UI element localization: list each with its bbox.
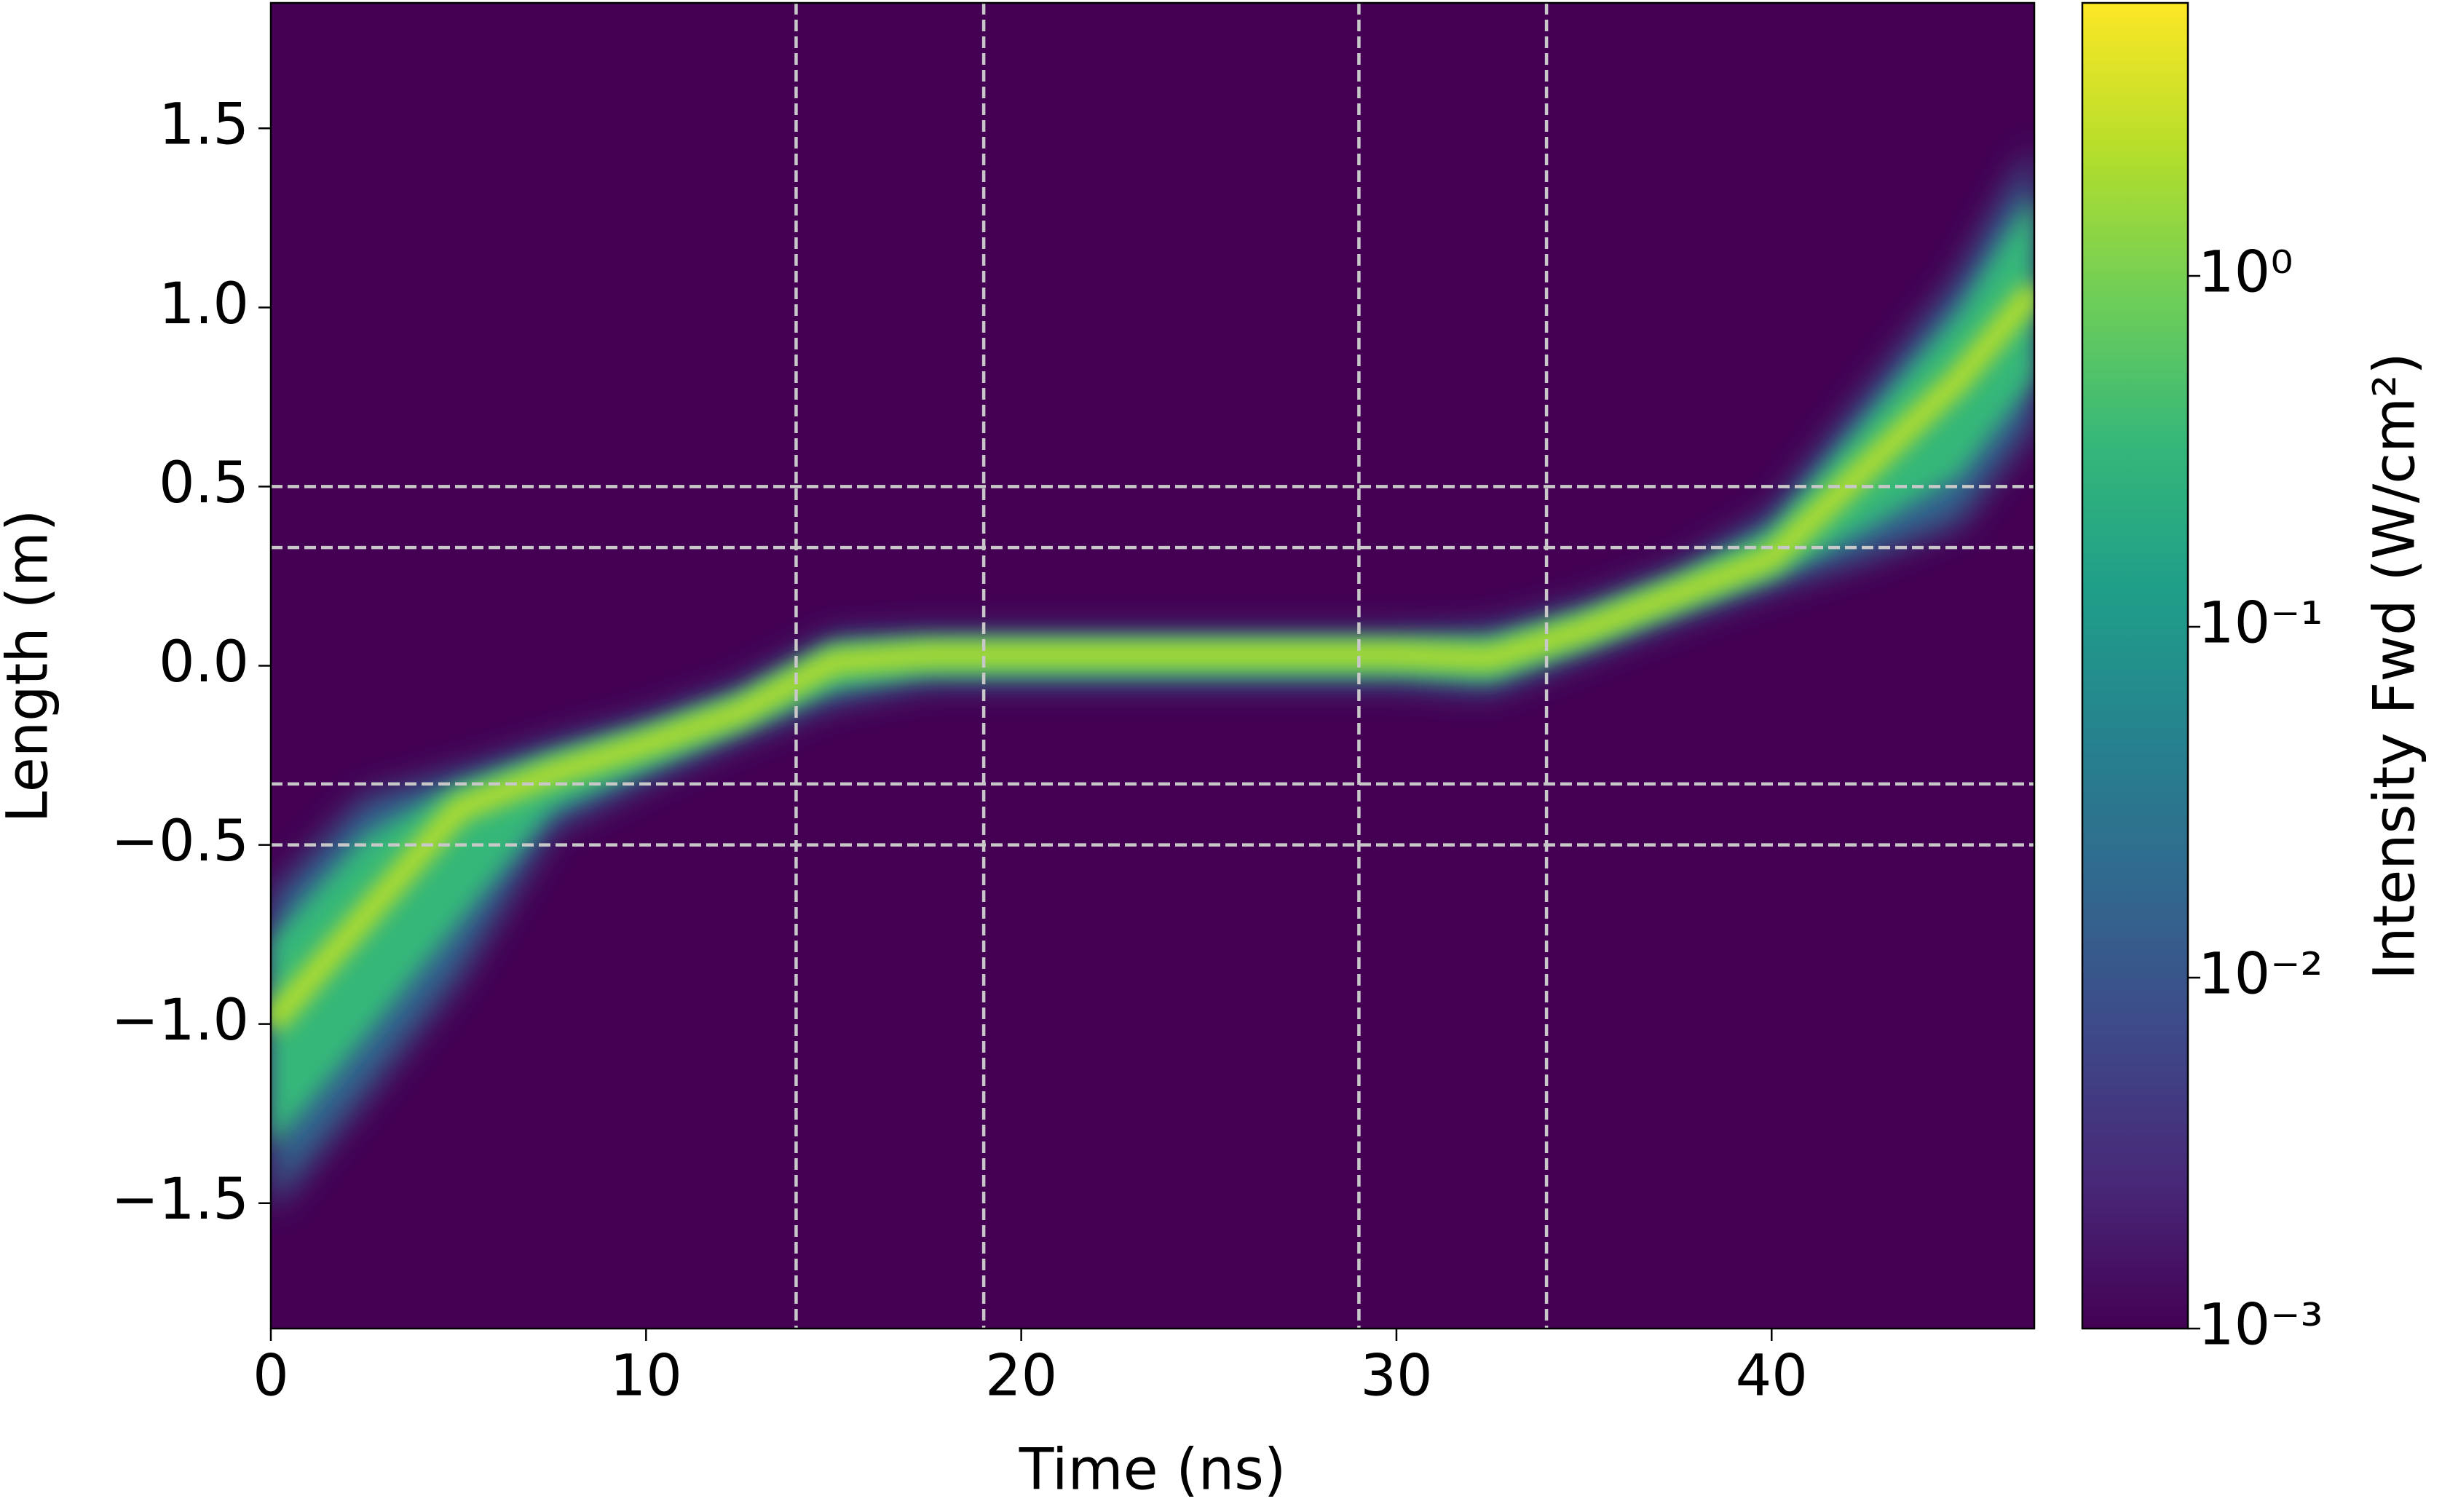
colorbar-tick-label: 10⁻³ [2198, 1292, 2323, 1358]
y-tick-label: −0.5 [111, 809, 249, 874]
y-tick-label: 1.0 [159, 272, 249, 337]
colorbar-tick-label: 10⁻¹ [2198, 591, 2323, 657]
colorbar-tick-label: 10⁰ [2198, 240, 2293, 306]
band-ridge [271, 281, 2034, 1032]
colorbar [2081, 1, 2189, 1330]
x-tick-label: 40 [1736, 1343, 1808, 1409]
colorbar-tick-label: 10⁻² [2198, 942, 2323, 1008]
y-tick-label: 0.0 [159, 630, 249, 695]
band-outer [271, 146, 2034, 1211]
colorbar-label: Intensity Fwd (W/cm²) [2362, 352, 2427, 980]
x-tick-label: 30 [1360, 1343, 1432, 1409]
heatmap-band [271, 146, 2034, 1211]
x-tick-label: 0 [253, 1343, 289, 1409]
band-inner [271, 194, 2034, 1149]
y-axis-label: Length (m) [0, 510, 60, 823]
y-tick-label: −1.5 [111, 1167, 249, 1232]
x-axis-label: Time (ns) [1019, 1437, 1287, 1503]
y-tick-label: −1.0 [111, 988, 249, 1053]
y-tick-label: 0.5 [159, 451, 249, 516]
x-tick-label: 10 [610, 1343, 682, 1409]
x-tick-label: 20 [985, 1343, 1057, 1409]
y-tick-label: 1.5 [159, 92, 249, 158]
